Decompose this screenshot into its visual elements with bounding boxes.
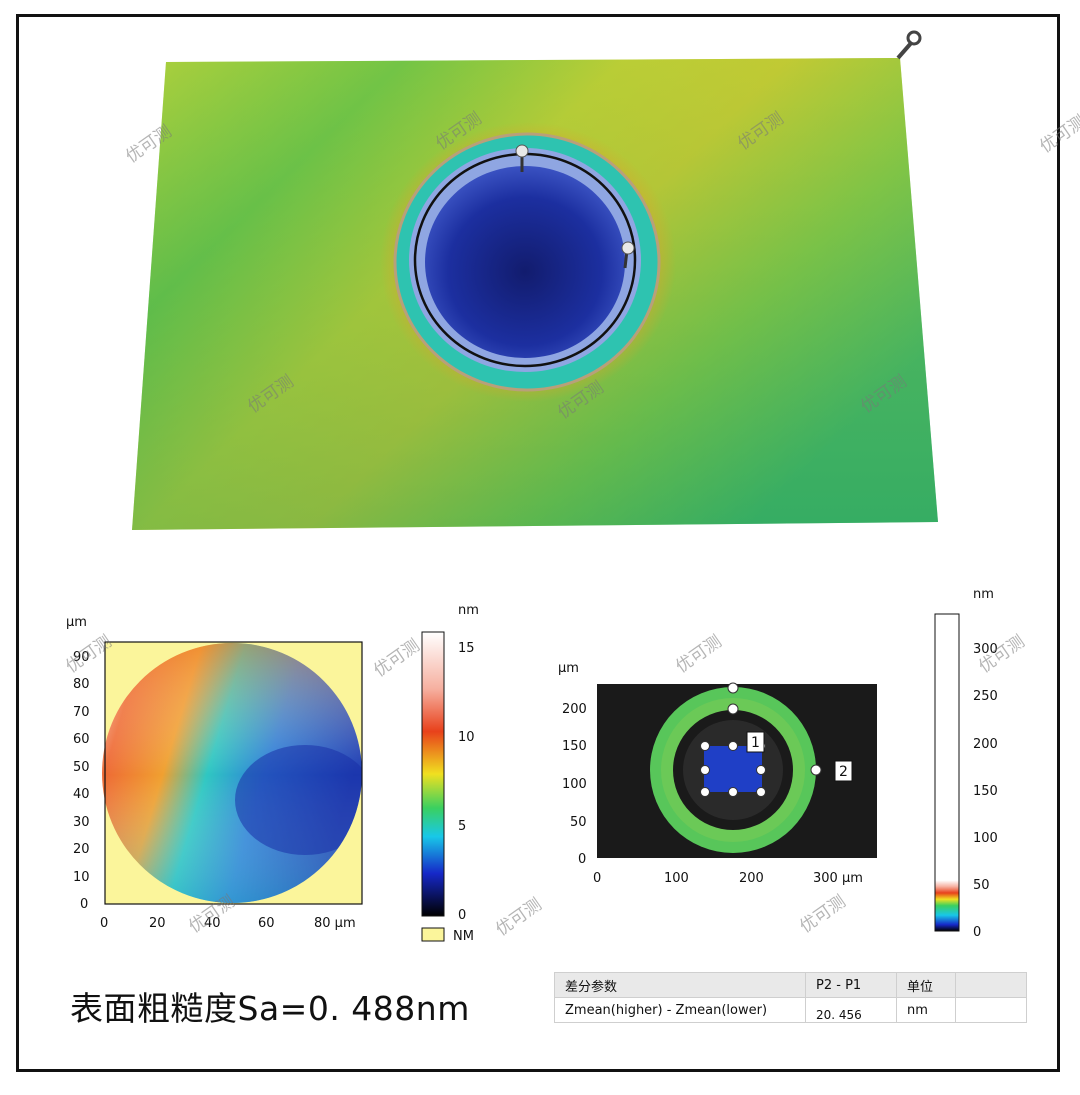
right-y-tick: 100 [562,777,587,792]
param-header-unit: 单位 [896,972,956,998]
left-y-tick: 70 [73,705,90,720]
region-handle[interactable] [727,682,739,694]
left-colorbar-unit: nm [458,603,479,618]
param-row-empty [955,997,1027,1023]
right-x-tick: 200 [739,871,764,886]
image-frame [16,14,1060,1072]
left-x-tick: 60 [258,916,275,931]
right-colorbar [934,613,960,932]
region-handle[interactable] [700,765,710,775]
param-row-unit: nm [896,997,956,1023]
right-x-tick: 0 [593,871,601,886]
left-y-unit: µm [66,615,87,630]
right-colorbar-tick: 250 [973,689,998,704]
left-x-tick: 80 µm [314,916,356,931]
param-row-name: Zmean(higher) - Zmean(lower) [554,997,806,1023]
region-handle[interactable] [756,787,766,797]
marker-pin-right[interactable] [621,241,635,255]
left-colorbar [421,631,445,917]
region-handle[interactable] [728,787,738,797]
left-x-tick: 0 [100,916,108,931]
region-handle[interactable] [700,787,710,797]
surface-3d-view [132,30,938,530]
nm-legend-label: NM [453,929,474,944]
left-x-ticks: 0 20 40 60 80 µm [100,916,356,931]
left-y-tick: 20 [73,842,90,857]
right-y-tick: 200 [562,702,587,717]
left-colorbar-tick: 0 [458,908,466,923]
left-y-tick: 80 [73,677,90,692]
region-handle[interactable] [810,764,822,776]
right-y-unit: µm [558,661,579,676]
wrench-icon[interactable] [896,30,922,60]
right-colorbar-tick: 150 [973,784,998,799]
region-handle[interactable] [728,741,738,751]
region-label-2: 2 [839,764,848,780]
region-handle[interactable] [727,703,739,715]
right-colorbar-tick: 0 [973,925,981,940]
left-colorbar-tick: 5 [458,819,466,834]
left-y-tick: 50 [73,760,90,775]
right-x-ticks: 0 100 200 300 µm [593,871,863,886]
left-y-tick: 60 [73,732,90,747]
right-y-ticks: 0 50 100 150 200 [562,702,587,867]
region-handle[interactable] [700,741,710,751]
left-y-tick: 10 [73,870,90,885]
right-colorbar-tick: 50 [973,878,990,893]
param-header-empty [955,972,1027,998]
region-handle[interactable] [756,765,766,775]
left-y-tick: 40 [73,787,90,802]
roughness-result: 表面粗糙度Sa=0. 488nm [70,989,470,1028]
right-x-tick: 300 µm [813,871,863,886]
right-x-tick: 100 [664,871,689,886]
rect-region-1 [704,746,762,792]
right-y-tick: 50 [570,815,587,830]
left-y-ticks: 0 10 20 30 40 50 60 70 80 90 [73,650,90,912]
roughness-map-left: µm 0 10 20 30 40 50 60 70 80 90 0 20 40 … [66,603,479,944]
left-y-tick: 0 [80,897,88,912]
right-y-tick: 0 [578,852,586,867]
step-map-right: µm 1 2 0 50 100 150 200 0 100 200 300 µm… [558,587,998,940]
pit-bottom [425,166,625,358]
right-colorbar-tick: 200 [973,737,998,752]
right-colorbar-tick: 300 [973,642,998,657]
param-header-name: 差分参数 [554,972,806,998]
left-x-tick: 20 [149,916,166,931]
left-x-tick: 40 [204,916,221,931]
right-colorbar-tick: 100 [973,831,998,846]
left-colorbar-tick: 10 [458,730,475,745]
right-colorbar-unit: nm [973,587,994,602]
param-row-value: 20. 456 [805,997,897,1023]
region-label-1: 1 [751,735,760,751]
left-y-tick: 30 [73,815,90,830]
right-y-tick: 150 [562,739,587,754]
param-header-value: P2 - P1 [805,972,897,998]
marker-pin-top[interactable] [515,144,529,158]
nm-legend-swatch [421,927,445,942]
left-colorbar-tick: 15 [458,641,475,656]
difference-parameter-table: 差分参数 P2 - P1 单位 Zmean(higher) - Zmean(lo… [554,972,1027,1023]
left-y-tick: 90 [73,650,90,665]
